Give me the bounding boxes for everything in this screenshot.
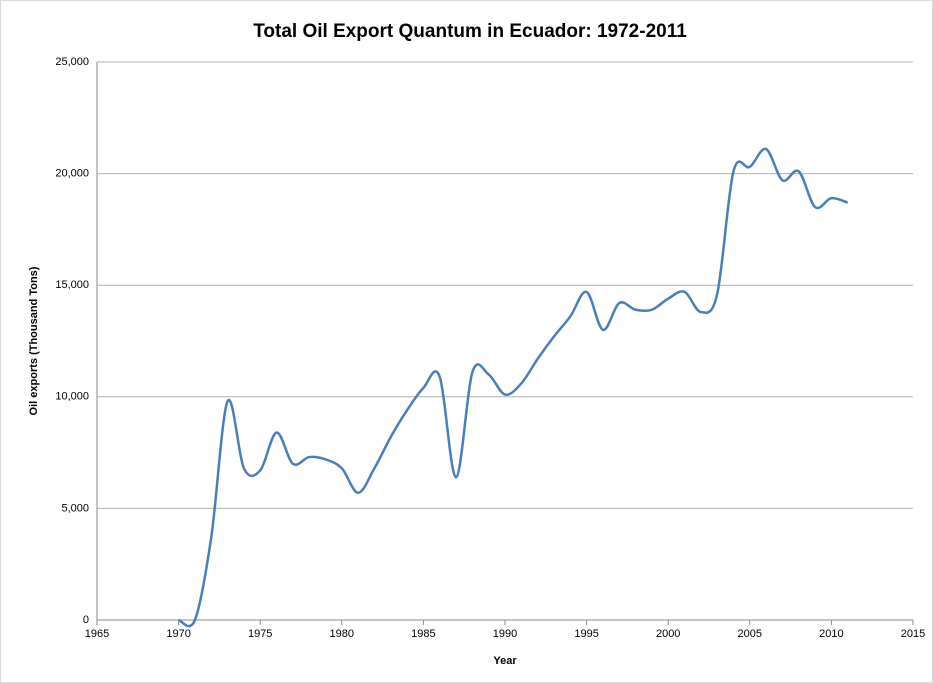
x-tick-label: 1965 bbox=[85, 628, 109, 640]
x-tick-label: 1970 bbox=[166, 628, 190, 640]
x-tick-label: 1990 bbox=[493, 628, 517, 640]
chart-title: Total Oil Export Quantum in Ecuador: 197… bbox=[253, 21, 687, 42]
x-tick-label: 1980 bbox=[330, 628, 354, 640]
y-tick-label: 5,000 bbox=[61, 502, 89, 514]
y-axis-title: Oil exports (Thousand Tons) bbox=[28, 266, 40, 415]
x-axis-title: Year bbox=[493, 655, 517, 667]
x-tick-label: 2010 bbox=[819, 628, 843, 640]
y-tick-label: 25,000 bbox=[55, 56, 89, 68]
x-tick-label: 1985 bbox=[411, 628, 435, 640]
x-tick-label: 1975 bbox=[248, 628, 272, 640]
x-tick-label: 2000 bbox=[656, 628, 680, 640]
y-tick-label: 20,000 bbox=[55, 168, 89, 180]
y-tick-label: 15,000 bbox=[55, 279, 89, 291]
x-tick-label: 2015 bbox=[901, 628, 925, 640]
y-tick-label: 0 bbox=[83, 614, 89, 626]
y-tick-label: 10,000 bbox=[55, 391, 89, 403]
x-tick-label: 1995 bbox=[574, 628, 598, 640]
data-line bbox=[178, 147, 849, 628]
x-tick-label: 2005 bbox=[738, 628, 762, 640]
